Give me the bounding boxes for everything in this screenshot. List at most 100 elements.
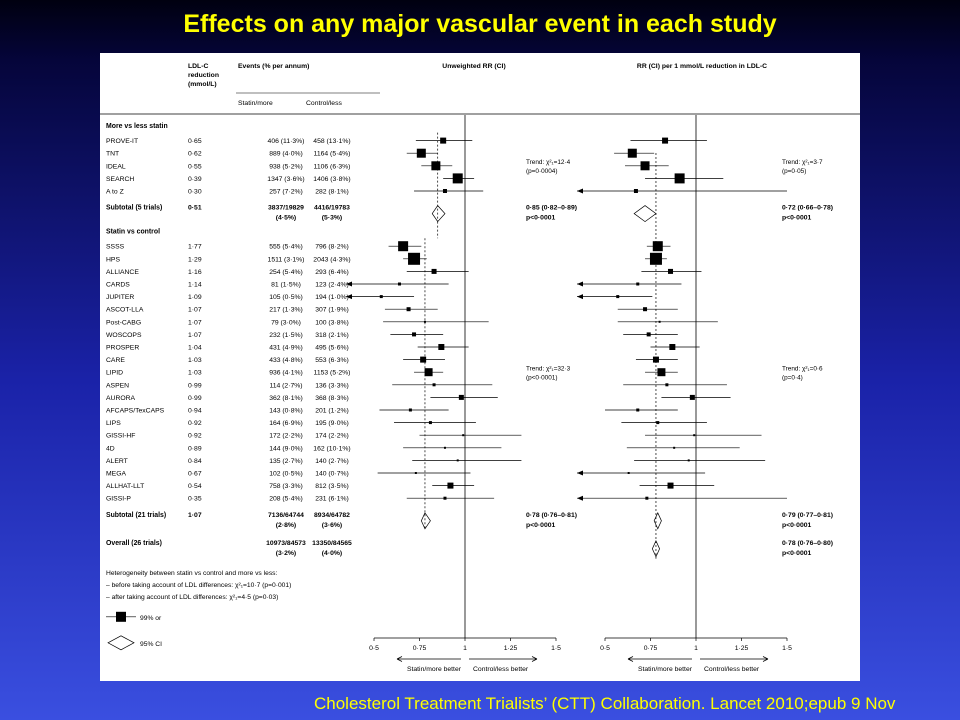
trial-control-events: 796 (8·2%) xyxy=(315,244,349,251)
heterogeneity-text: – before taking account of LDL differenc… xyxy=(106,582,291,589)
trend-p: (p=0·05) xyxy=(782,168,806,175)
overall-control: 13350/84565 xyxy=(312,540,352,547)
trend-p: (p=0·0004) xyxy=(526,168,557,175)
subtotal-diamond-2 xyxy=(653,511,662,530)
per-mmol-marker-ci-arrow xyxy=(577,294,583,300)
unweighted-marker-point xyxy=(408,408,412,412)
trial-control-events: 195 (9·0%) xyxy=(315,420,349,427)
trial-statin-events: 254 (5·4%) xyxy=(269,269,303,276)
favours-left-label: Statin/more better xyxy=(638,666,693,673)
trial-control-events: 231 (6·1%) xyxy=(315,496,349,503)
trial-name: AFCAPS/TexCAPS xyxy=(106,408,165,415)
per-mmol-marker-point xyxy=(693,434,696,437)
trial-statin-events: 406 (11·3%) xyxy=(268,138,305,145)
trial-control-events: 194 (1·0%) xyxy=(315,294,349,301)
legend-square-label: 99% or xyxy=(140,615,162,622)
forest-plot-figure: LDL-C reduction (mmol/L) Events (% per annu… xyxy=(100,53,860,681)
per-mmol-marker-point xyxy=(662,137,669,144)
subtotal-control-pct: (3·6%) xyxy=(322,522,342,529)
trial-ldl: 0·39 xyxy=(188,176,202,183)
unweighted-marker-point xyxy=(398,241,409,252)
subtotal-diamond xyxy=(431,205,446,223)
trial-name: LIPID xyxy=(106,370,123,377)
unweighted-marker-point xyxy=(431,161,441,171)
trial-statin-events: 889 (4·0%) xyxy=(269,151,303,158)
trial-name: 4D xyxy=(106,445,115,452)
heterogeneity-text: Heterogeneity between statin vs control … xyxy=(106,570,278,577)
events-header: Events (% per annum) xyxy=(238,63,309,70)
control-less-header: Control/less xyxy=(306,100,342,107)
trial-name: A to Z xyxy=(106,189,124,196)
trial-ldl: 0·92 xyxy=(188,420,202,427)
trial-ldl: 1·77 xyxy=(188,244,202,251)
subtotal-ldl: 0·51 xyxy=(188,205,202,212)
legend-diamond xyxy=(107,635,135,651)
subtotal-statin-pct: (4·5%) xyxy=(276,215,296,222)
group-label: More vs less statin xyxy=(106,123,168,130)
statin-more-header: Statin/more xyxy=(238,100,273,107)
trial-ldl: 0·99 xyxy=(188,382,202,389)
trial-control-events: 282 (8·1%) xyxy=(315,189,349,196)
trial-name: Post-CABG xyxy=(106,319,141,326)
unweighted-marker-point xyxy=(397,282,401,286)
trial-ldl: 0·35 xyxy=(188,496,202,503)
per-mmol-marker-point xyxy=(636,408,640,412)
group-label: Statin vs control xyxy=(106,229,160,236)
favours-left-arrow xyxy=(396,656,461,662)
trial-name: TNT xyxy=(106,151,119,158)
x-tick-label: 1·5 xyxy=(551,645,561,652)
x-tick-label: 1·25 xyxy=(504,645,518,652)
per-mmol-marker-point xyxy=(687,459,690,462)
per-mmol-marker-point xyxy=(627,472,630,474)
subtotal-ci: 0·78 (0·76–0·81) xyxy=(526,512,577,519)
subtotal-p: p<0·0001 xyxy=(526,215,556,222)
per-mmol-marker-ci-arrow xyxy=(577,495,583,501)
trial-statin-events: 79 (3·0%) xyxy=(271,319,301,326)
subtotal-control-pct: (5·3%) xyxy=(322,215,342,222)
trial-name: ASCOT-LLA xyxy=(106,307,144,314)
trial-statin-events: 208 (5·4%) xyxy=(269,496,303,503)
unweighted-marker-point xyxy=(456,459,459,462)
trial-name: ALLIANCE xyxy=(106,269,139,276)
unweighted-marker-point xyxy=(414,472,417,474)
per-mmol-marker-point xyxy=(633,189,638,193)
subtotal-label: Subtotal (21 trials) xyxy=(106,512,166,519)
trial-statin-events: 105 (0·5%) xyxy=(269,294,303,301)
trial-ldl: 0·54 xyxy=(188,483,202,490)
trial-control-events: 123 (2·4%) xyxy=(315,282,349,289)
trial-control-events: 458 (13·1%) xyxy=(313,138,350,145)
per-mmol-marker-point xyxy=(689,394,695,400)
trial-ldl: 0·99 xyxy=(188,395,202,402)
trial-name: LIPS xyxy=(106,420,121,427)
trial-ldl: 0·62 xyxy=(188,151,202,158)
trial-control-events: 140 (0·7%) xyxy=(315,471,349,478)
trial-statin-events: 938 (5·2%) xyxy=(269,163,303,170)
per-mmol-marker-point xyxy=(668,268,674,274)
per-mmol-marker-point xyxy=(657,368,666,377)
overall-control-pct: (4·0%) xyxy=(322,550,342,557)
trial-ldl: 1·07 xyxy=(188,319,202,326)
unweighted-marker-point xyxy=(452,173,463,184)
trial-control-events: 307 (1·9%) xyxy=(315,307,349,314)
unweighted-marker-point xyxy=(432,383,436,387)
trial-name: ALLHAT-LLT xyxy=(106,483,144,490)
per-mmol-marker-ci-arrow xyxy=(577,470,583,476)
per-mmol-marker-point xyxy=(673,446,676,449)
per-mmol-marker-point xyxy=(658,320,661,323)
subtotal-statin: 7136/64744 xyxy=(268,512,304,519)
overall-statin-pct: (3·2%) xyxy=(276,550,296,557)
trial-statin-events: 433 (4·8%) xyxy=(269,357,303,364)
trial-control-events: 2043 (4·3%) xyxy=(313,256,350,263)
per-mmol-marker-point xyxy=(667,482,674,489)
trial-ldl: 0·67 xyxy=(188,471,202,478)
trial-name: GISSI-P xyxy=(106,496,131,503)
trial-ldl: 1·16 xyxy=(188,269,202,276)
unweighted-marker-point xyxy=(424,368,433,377)
trial-ldl: 1·14 xyxy=(188,282,202,289)
subtotal-control: 4416/19783 xyxy=(314,205,350,212)
trial-statin-events: 164 (6·9%) xyxy=(269,420,303,427)
trial-control-events: 1406 (3·8%) xyxy=(313,176,350,183)
favours-right-arrow xyxy=(469,656,538,662)
per-mmol-marker-point xyxy=(669,344,676,350)
trial-ldl: 0·84 xyxy=(188,458,202,465)
